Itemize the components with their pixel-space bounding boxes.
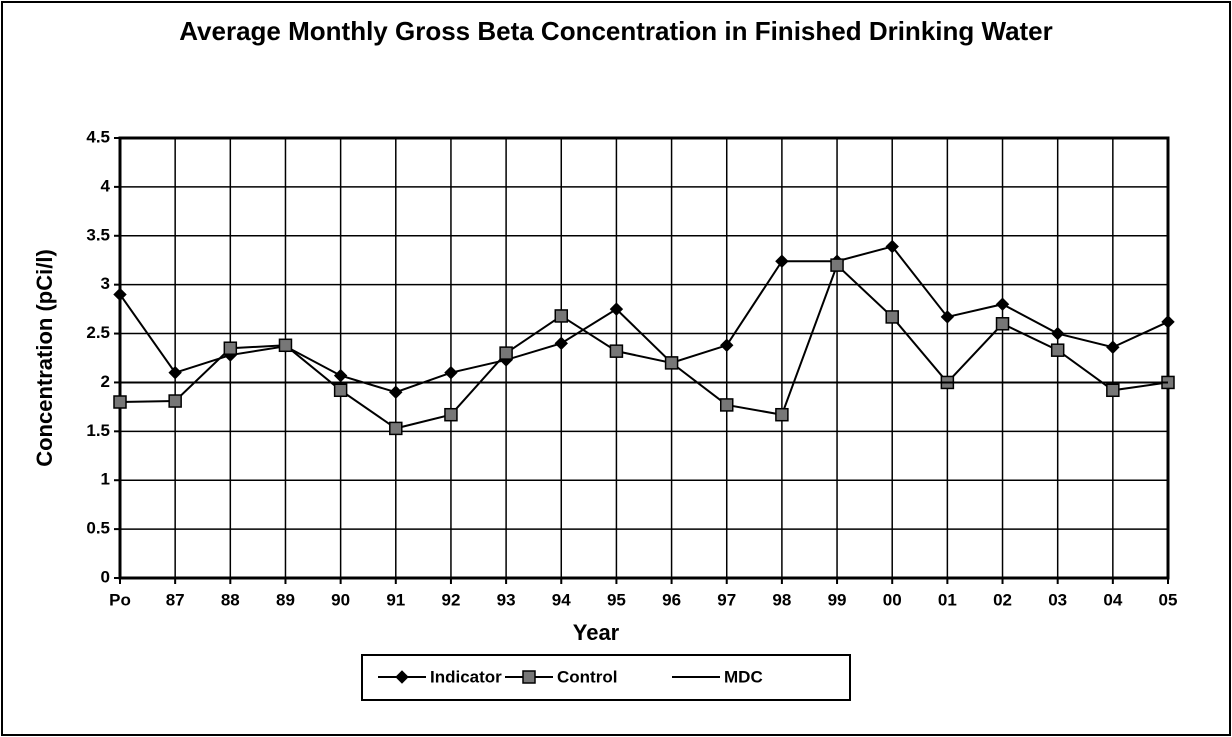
y-tick-label: 0.5 [86,519,110,538]
chart-title: Average Monthly Gross Beta Concentration… [179,16,1053,46]
x-tick-label: 87 [166,590,185,609]
point-marker [113,395,127,409]
x-tick-label: 98 [772,590,791,609]
x-tick-label: Po [109,590,131,609]
y-tick-label: 0 [101,567,110,586]
legend-label: Indicator [430,667,502,686]
x-tick-label: 96 [662,590,681,609]
x-tick-label: 94 [552,590,571,609]
y-tick-label: 2.5 [86,323,110,342]
point-marker [1161,315,1175,329]
point-marker [775,254,789,268]
x-tick-label: 91 [386,590,405,609]
series-line [119,245,1169,394]
point-marker [719,398,734,412]
point-marker [1106,383,1120,398]
point-marker [1050,343,1065,357]
point-marker [940,310,955,324]
y-tick-label: 1 [101,470,110,489]
y-tick-label: 2 [101,372,110,391]
y-tick-label: 3.5 [86,225,110,244]
point-marker [720,338,734,352]
y-tick-label: 1.5 [86,421,110,440]
point-marker [554,336,568,351]
point-marker [333,383,348,398]
x-axis-label: Year [573,620,620,645]
point-marker [168,394,182,408]
x-tick-label: 99 [828,590,847,609]
legend-box [361,654,851,701]
point-marker [554,309,569,323]
x-tick-label: 90 [331,590,350,609]
point-marker [995,297,1010,311]
point-marker [830,258,844,272]
x-tick-label: 88 [221,590,240,609]
point-marker [444,407,458,422]
point-marker [885,310,899,324]
point-marker [609,344,624,358]
y-axis-label: Concentration (pCi/l) [32,249,57,467]
point-marker [522,670,536,684]
x-tick-label: 97 [717,590,736,609]
point-marker [995,317,1010,331]
x-tick-label: 93 [497,590,516,609]
point-marker [278,338,293,353]
point-marker [389,421,403,436]
y-tick-label: 4.5 [86,127,110,146]
plot-frame [118,136,1170,580]
point-marker [499,346,513,360]
x-tick-label: 92 [441,590,460,609]
point-marker [775,407,789,422]
x-tick-label: 00 [883,590,902,609]
x-tick-label: 95 [607,590,626,609]
legend-label: MDC [724,667,763,686]
x-tick-label: 03 [1048,590,1067,609]
x-tick-label: 04 [1103,590,1122,609]
x-tick-label: 02 [993,590,1012,609]
point-marker [113,287,127,302]
point-marker [885,239,899,254]
point-marker [1106,340,1120,354]
x-tick-label: 05 [1159,590,1178,609]
point-marker [444,365,458,380]
point-marker [168,365,182,380]
point-marker [223,341,238,355]
point-marker [333,368,348,383]
y-tick-label: 4 [101,176,111,195]
legend-label: Control [557,667,617,686]
point-marker [395,670,409,684]
series-line [119,263,1169,430]
x-tick-label: 01 [938,590,957,609]
point-marker [1050,326,1065,341]
point-marker [664,356,679,370]
point-marker [609,302,624,316]
point-marker [389,385,403,399]
y-tick-label: 3 [101,274,110,293]
x-tick-label: 89 [276,590,295,609]
